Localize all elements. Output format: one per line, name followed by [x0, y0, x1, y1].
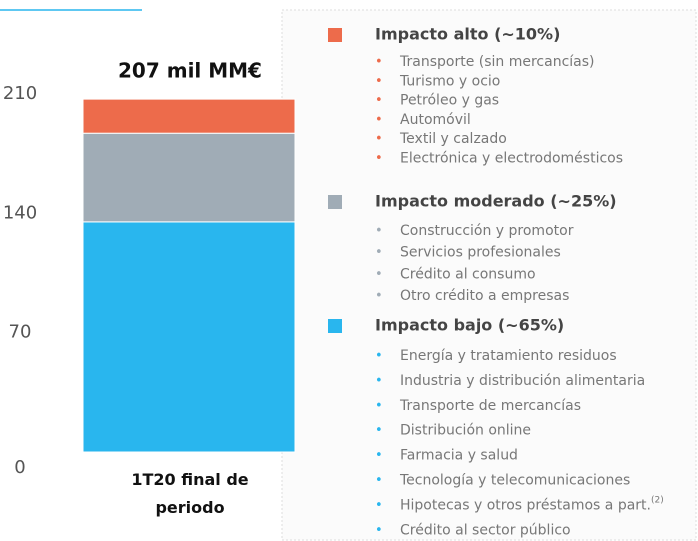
bullet: • — [375, 473, 383, 488]
legend-item: Farmacia y salud — [400, 448, 518, 464]
legend-label: Impacto alto (~10%) — [375, 25, 560, 44]
legend-item: Hipotecas y otros préstamos a part.(2) — [400, 495, 664, 514]
legend-item: Automóvil — [400, 112, 471, 128]
legend-item: Turismo y ocio — [399, 73, 500, 89]
legend-item: Electrónica y electrodomésticos — [400, 151, 623, 167]
legend-item: Crédito al sector público — [400, 522, 571, 538]
bullet: • — [375, 224, 383, 239]
legend-swatch — [328, 28, 342, 42]
legend-label: Impacto bajo (~65%) — [375, 316, 564, 335]
legend-item: Energía y tratamiento residuos — [400, 348, 617, 364]
bullet: • — [375, 423, 383, 438]
y-tick-label: 0 — [14, 457, 25, 478]
bullet: • — [375, 267, 383, 282]
bullet: • — [375, 74, 383, 89]
legend-item: Industria y distribución alimentaria — [400, 373, 645, 389]
legend-item: Otro crédito a empresas — [400, 288, 569, 304]
legend-item: Construcción y promotor — [400, 223, 574, 239]
bullet: • — [375, 55, 383, 70]
bar-segment — [82, 221, 296, 453]
legend-panel — [281, 9, 697, 541]
bullet: • — [375, 132, 383, 147]
legend-item: Distribución online — [400, 423, 531, 439]
y-tick-label: 70 — [9, 322, 32, 343]
legend-item: Servicios profesionales — [400, 245, 561, 261]
legend-label: Impacto moderado (~25%) — [375, 192, 617, 211]
bullet: • — [375, 448, 383, 463]
bullet: • — [375, 289, 383, 304]
legend-item: Textil y calzado — [399, 131, 507, 147]
chart-title: 207 mil MM€ — [118, 59, 262, 83]
bullet: • — [375, 498, 383, 513]
legend-item: Transporte de mercancías — [399, 398, 581, 414]
bullet: • — [375, 523, 383, 538]
bullet: • — [375, 349, 383, 364]
bullet: • — [375, 151, 383, 166]
legend-item: Transporte (sin mercancías) — [399, 54, 595, 70]
footnote-ref: (2) — [651, 495, 664, 505]
legend-item: Tecnología y telecomunicaciones — [399, 473, 630, 489]
legend-item: Petróleo y gas — [400, 93, 499, 109]
bullet: • — [375, 93, 383, 108]
bar-segment — [82, 132, 296, 223]
legend-swatch — [328, 195, 342, 209]
legend-item: Crédito al consumo — [400, 266, 536, 282]
bar-segment — [82, 98, 296, 134]
y-tick-label: 140 — [3, 202, 37, 223]
y-tick-label: 210 — [3, 83, 37, 104]
item-text: Hipotecas y otros préstamos a part. — [400, 497, 651, 513]
x-tick-label: 1T20 final de periodo — [131, 470, 249, 517]
bullet: • — [375, 373, 383, 388]
bullet: • — [375, 112, 383, 127]
legend-swatch — [328, 319, 342, 333]
bullet: • — [375, 245, 383, 260]
bullet: • — [375, 398, 383, 413]
